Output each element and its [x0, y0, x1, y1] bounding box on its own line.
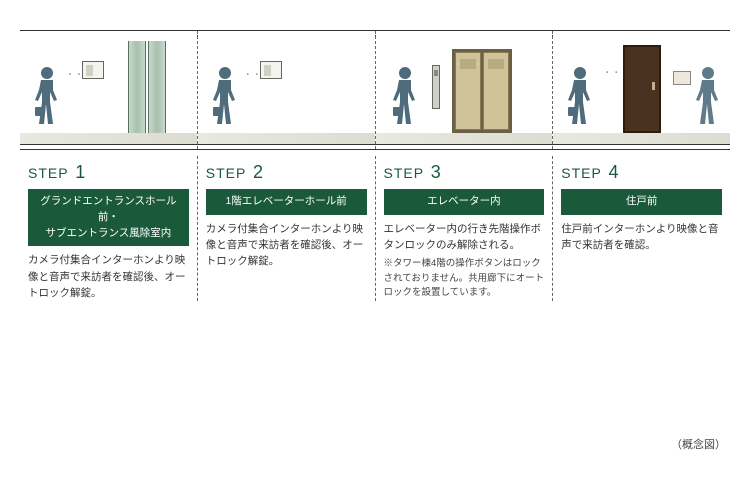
step-col-1: STEP 1 グランドエントランスホール前・サブエントランス風除室内 カメラ付集… — [20, 156, 197, 301]
scene-row: ・・・ ・・・ — [20, 30, 730, 150]
wall-intercom-icon — [673, 71, 691, 85]
step-note: ※タワー棟4階の操作ボタンはロックされておりません。共用廊下にオートロックを設置… — [384, 257, 545, 300]
scene-elevator — [375, 31, 553, 149]
person-icon — [212, 65, 238, 137]
scene-unit: ・・ — [552, 31, 730, 149]
step-badge: グランドエントランスホール前・サブエントランス風除室内 — [28, 189, 189, 246]
step-col-3: STEP 3 エレベーター内 エレベーター内の行き先階操作ボタンロックのみ解除さ… — [375, 156, 553, 301]
concept-label: （概念図） — [671, 436, 726, 452]
elevator-doors-icon — [452, 49, 512, 133]
text-row: STEP 1 グランドエントランスホール前・サブエントランス風除室内 カメラ付集… — [20, 156, 730, 301]
step-label: STEP 2 — [206, 162, 367, 183]
scene-elev-hall: ・・・ — [197, 31, 375, 149]
step-number: 1 — [75, 162, 86, 182]
step-desc: 住戸前インターホンより映像と音声で来訪者を確認。 — [561, 221, 722, 254]
step-badge: 1階エレベーターホール前 — [206, 189, 367, 215]
step-badge: 住戸前 — [561, 189, 722, 215]
step-label: STEP 1 — [28, 162, 189, 183]
step-col-4: STEP 4 住戸前 住戸前インターホンより映像と音声で来訪者を確認。 — [552, 156, 730, 301]
person-icon — [392, 65, 418, 137]
step-desc: カメラ付集合インターホンより映像と音声で来訪者を確認後、オートロック解錠。 — [206, 221, 367, 270]
step-col-2: STEP 2 1階エレベーターホール前 カメラ付集合インターホンより映像と音声で… — [197, 156, 375, 301]
step-badge: エレベーター内 — [384, 189, 545, 215]
step-desc: カメラ付集合インターホンより映像と音声で来訪者を確認後、オートロック解錠。 — [28, 252, 189, 301]
step-number: 2 — [253, 162, 264, 182]
security-steps-diagram: ・・・ ・・・ — [20, 30, 730, 301]
glass-door-icon — [128, 41, 146, 133]
scene-entrance: ・・・ — [20, 31, 197, 149]
step-word: STEP — [28, 165, 68, 181]
step-number: 4 — [608, 162, 619, 182]
step-label: STEP 4 — [561, 162, 722, 183]
person-icon — [695, 65, 721, 137]
step-label: STEP 3 — [384, 162, 545, 183]
glass-door-icon — [148, 41, 166, 133]
intercom-icon — [260, 61, 282, 79]
step-word: STEP — [384, 165, 424, 181]
intercom-icon — [82, 61, 104, 79]
step-number: 3 — [431, 162, 442, 182]
step-word: STEP — [561, 165, 601, 181]
elevator-panel-icon — [432, 65, 440, 109]
step-word: STEP — [206, 165, 246, 181]
apartment-door-icon — [623, 45, 661, 133]
step-desc: エレベーター内の行き先階操作ボタンロックのみ解除される。 — [384, 221, 545, 254]
person-icon — [34, 65, 60, 137]
person-icon — [567, 65, 593, 137]
